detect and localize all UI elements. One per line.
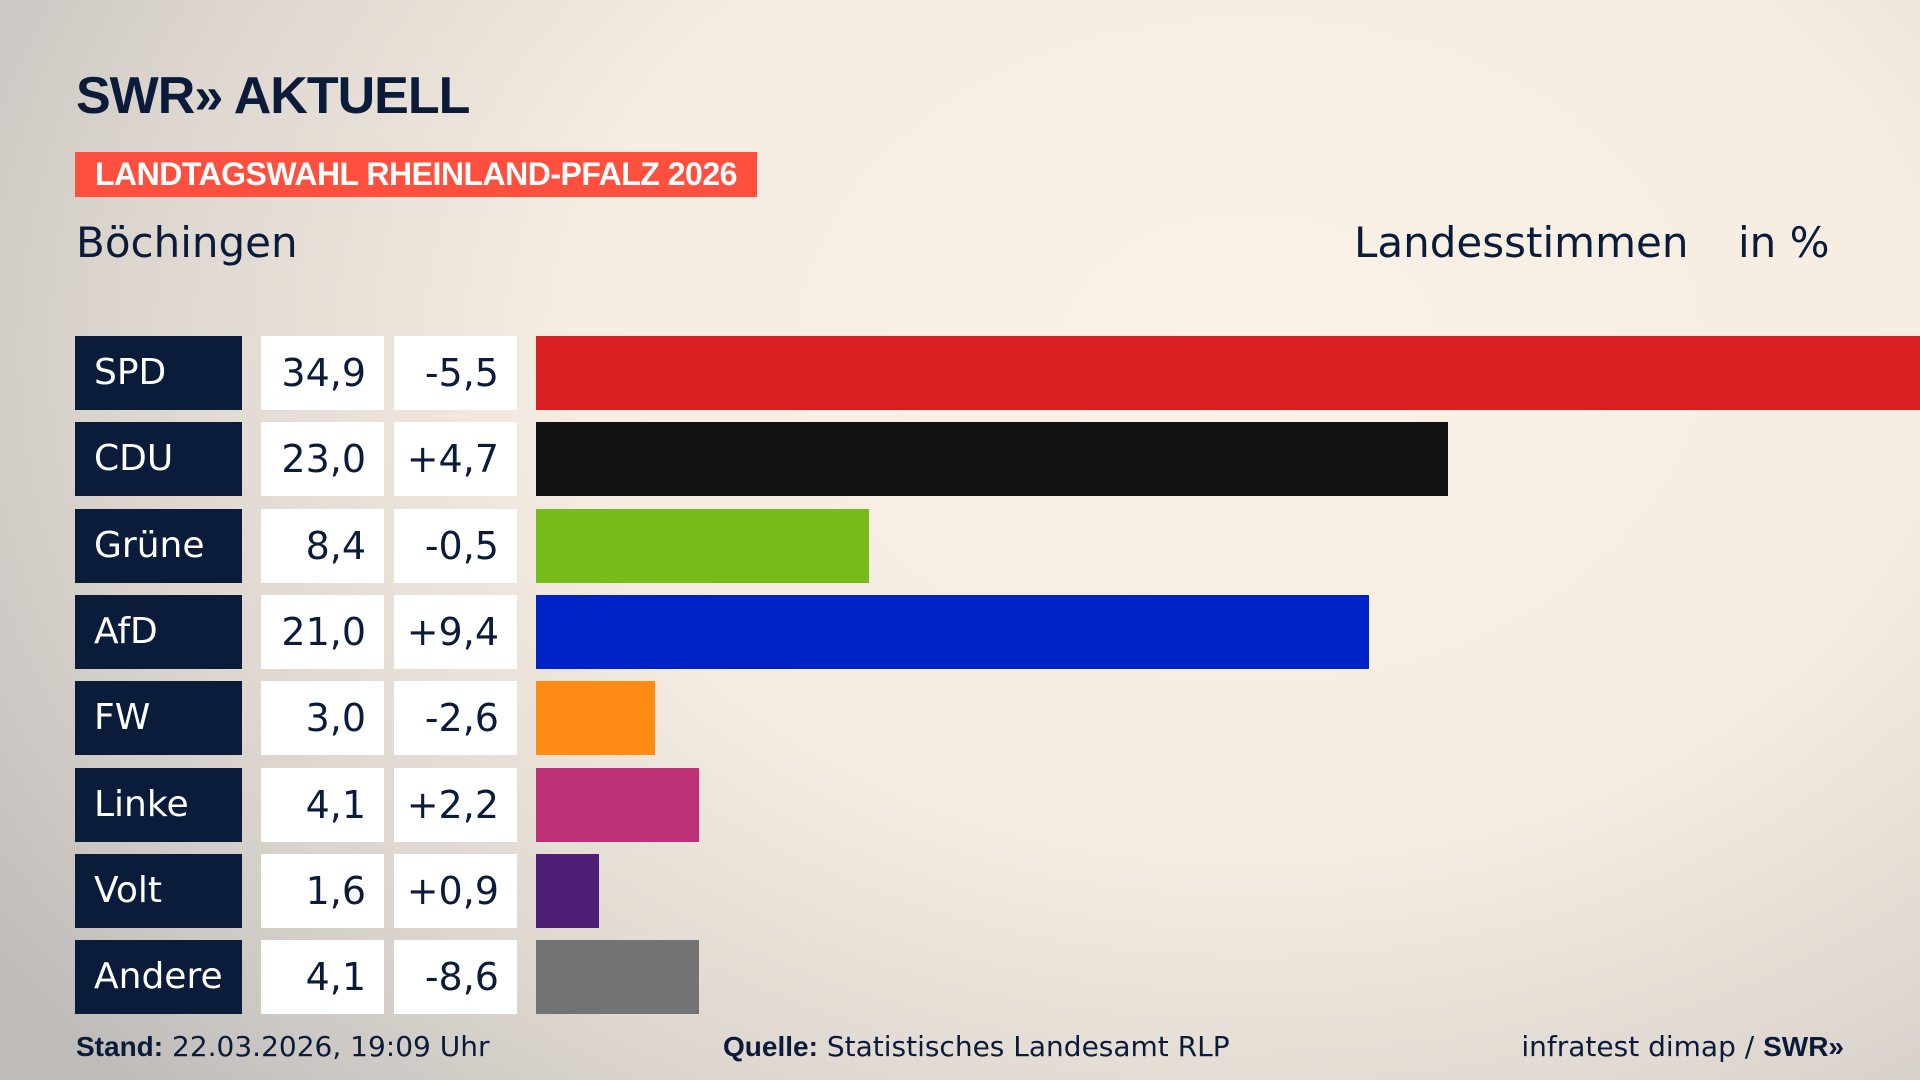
stand-label: Stand: bbox=[76, 1031, 164, 1062]
bar-afd bbox=[536, 594, 1369, 669]
credit-text: infratest dimap / bbox=[1521, 1030, 1764, 1063]
bar-volt bbox=[536, 853, 600, 928]
party-label: AfD bbox=[75, 594, 242, 669]
source-label: Quelle: bbox=[723, 1031, 818, 1062]
diff-label: +4,7 bbox=[394, 422, 517, 497]
diff-label: -0,5 bbox=[394, 508, 517, 583]
source-value: Statistisches Landesamt RLP bbox=[826, 1030, 1230, 1063]
diff-label: +0,9 bbox=[394, 853, 517, 928]
bar-linke bbox=[536, 767, 699, 842]
diff-label: +2,2 bbox=[394, 767, 517, 842]
bar-cdu bbox=[536, 422, 1449, 497]
bar-spd bbox=[536, 336, 1920, 410]
party-label: Volt bbox=[75, 853, 242, 928]
swr-small-logo: SWR» bbox=[1763, 1031, 1844, 1062]
election-banner: LANDTAGSWAHL RHEINLAND-PFALZ 2026 bbox=[75, 152, 757, 197]
party-label: Grüne bbox=[75, 508, 242, 583]
value-label: 1,6 bbox=[261, 853, 384, 928]
place-title: Böchingen bbox=[76, 218, 298, 267]
stand-value: 22.03.2026, 19:09 Uhr bbox=[172, 1030, 490, 1063]
unit-label: in % bbox=[1738, 218, 1830, 267]
value-label: 21,0 bbox=[261, 594, 384, 669]
value-label: 4,1 bbox=[261, 767, 384, 842]
value-label: 34,9 bbox=[261, 336, 384, 410]
diff-label: -2,6 bbox=[394, 681, 517, 756]
value-label: 4,1 bbox=[261, 940, 384, 1015]
bar-grüne bbox=[536, 508, 870, 583]
bar-andere bbox=[536, 940, 699, 1015]
diff-label: +9,4 bbox=[394, 594, 517, 669]
vote-type-label: Landesstimmen bbox=[1354, 218, 1689, 267]
party-label: CDU bbox=[75, 422, 242, 497]
source-info: Quelle: Statistisches Landesamt RLP bbox=[723, 1030, 1230, 1063]
value-label: 3,0 bbox=[261, 681, 384, 756]
diff-label: -5,5 bbox=[394, 336, 517, 410]
diff-label: -8,6 bbox=[394, 940, 517, 1015]
party-label: SPD bbox=[75, 336, 242, 410]
party-label: FW bbox=[75, 681, 242, 756]
party-label: Andere bbox=[75, 940, 242, 1015]
value-label: 8,4 bbox=[261, 508, 384, 583]
value-label: 23,0 bbox=[261, 422, 384, 497]
credit-info: infratest dimap / SWR» bbox=[1521, 1030, 1844, 1063]
stand-info: Stand: 22.03.2026, 19:09 Uhr bbox=[76, 1030, 489, 1063]
swr-aktuell-logo: SWR» AKTUELL bbox=[76, 67, 470, 125]
bar-fw bbox=[536, 681, 655, 756]
party-label: Linke bbox=[75, 767, 242, 842]
